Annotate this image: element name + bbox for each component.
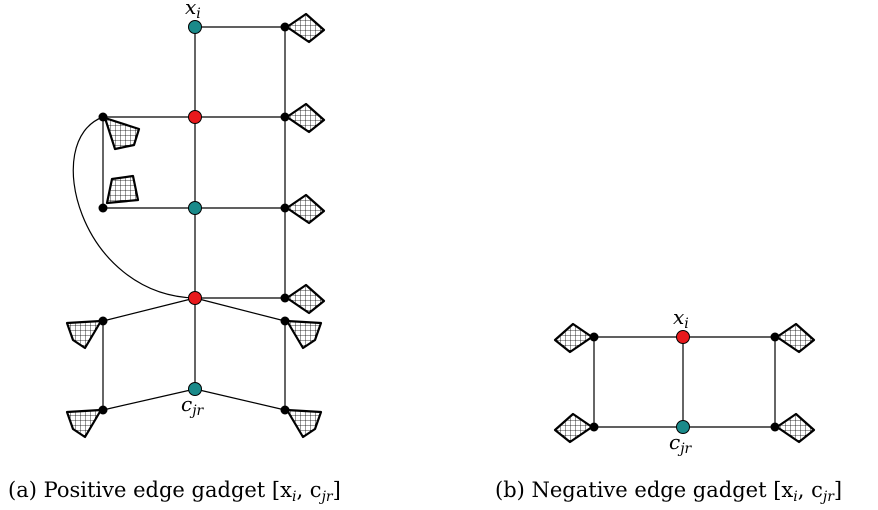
red-node <box>676 330 690 344</box>
diagram-b-colored-nodes <box>676 330 690 434</box>
node <box>589 332 599 342</box>
node <box>98 405 108 415</box>
diagram-a-edges <box>72 26 286 411</box>
node <box>98 112 108 122</box>
gadget-shape <box>285 102 326 134</box>
diagram-a-colored-nodes <box>188 20 202 396</box>
diagram-b-gadgets <box>553 322 816 444</box>
gadget-shape <box>285 12 326 44</box>
node <box>770 422 780 432</box>
node <box>280 112 290 122</box>
gadget-shape <box>285 319 323 350</box>
node <box>280 203 290 213</box>
teal-node <box>188 382 202 396</box>
gadget-shape <box>553 322 594 354</box>
caption-b: (b) Negative edge gadget [xi, cjr] <box>495 478 842 505</box>
caption-a: (a) Positive edge gadget [xi, cjr] <box>8 478 341 505</box>
diagram-a-black-nodes <box>98 22 290 415</box>
label-c-jr-b: cjr <box>669 430 693 457</box>
node <box>770 332 780 342</box>
red-node <box>188 110 202 124</box>
teal-node <box>188 20 202 34</box>
label-x-i-a: xi <box>185 0 201 22</box>
red-node <box>188 291 202 305</box>
gadget-shape <box>105 174 140 205</box>
gadget-shape <box>65 408 103 439</box>
gadget-shape <box>285 408 323 439</box>
node <box>280 316 290 326</box>
node <box>98 203 108 213</box>
diagram-b-edges <box>593 336 776 428</box>
node <box>98 316 108 326</box>
node <box>280 405 290 415</box>
label-c-jr-a: cjr <box>181 392 205 419</box>
teal-node <box>676 420 690 434</box>
gadget-shape <box>775 412 816 444</box>
label-x-i-b: xi <box>673 305 689 332</box>
node <box>280 22 290 32</box>
diagram-a-gadgets <box>65 12 326 439</box>
gadget-shape <box>553 412 594 444</box>
negative-edge-gadget-diagram: xi cjr (b) Negative edge gadget [xi, cjr… <box>495 305 842 505</box>
teal-node <box>188 201 202 215</box>
diagram-b-black-nodes <box>589 332 780 432</box>
node <box>280 293 290 303</box>
node <box>589 422 599 432</box>
gadget-shape <box>65 319 103 350</box>
gadget-shape <box>285 193 326 225</box>
gadget-shape <box>103 116 141 151</box>
gadget-shape <box>285 283 326 315</box>
positive-edge-gadget-diagram: xi cjr (a) Positive edge gadget [xi, cjr… <box>8 0 341 505</box>
gadget-shape <box>775 322 816 354</box>
